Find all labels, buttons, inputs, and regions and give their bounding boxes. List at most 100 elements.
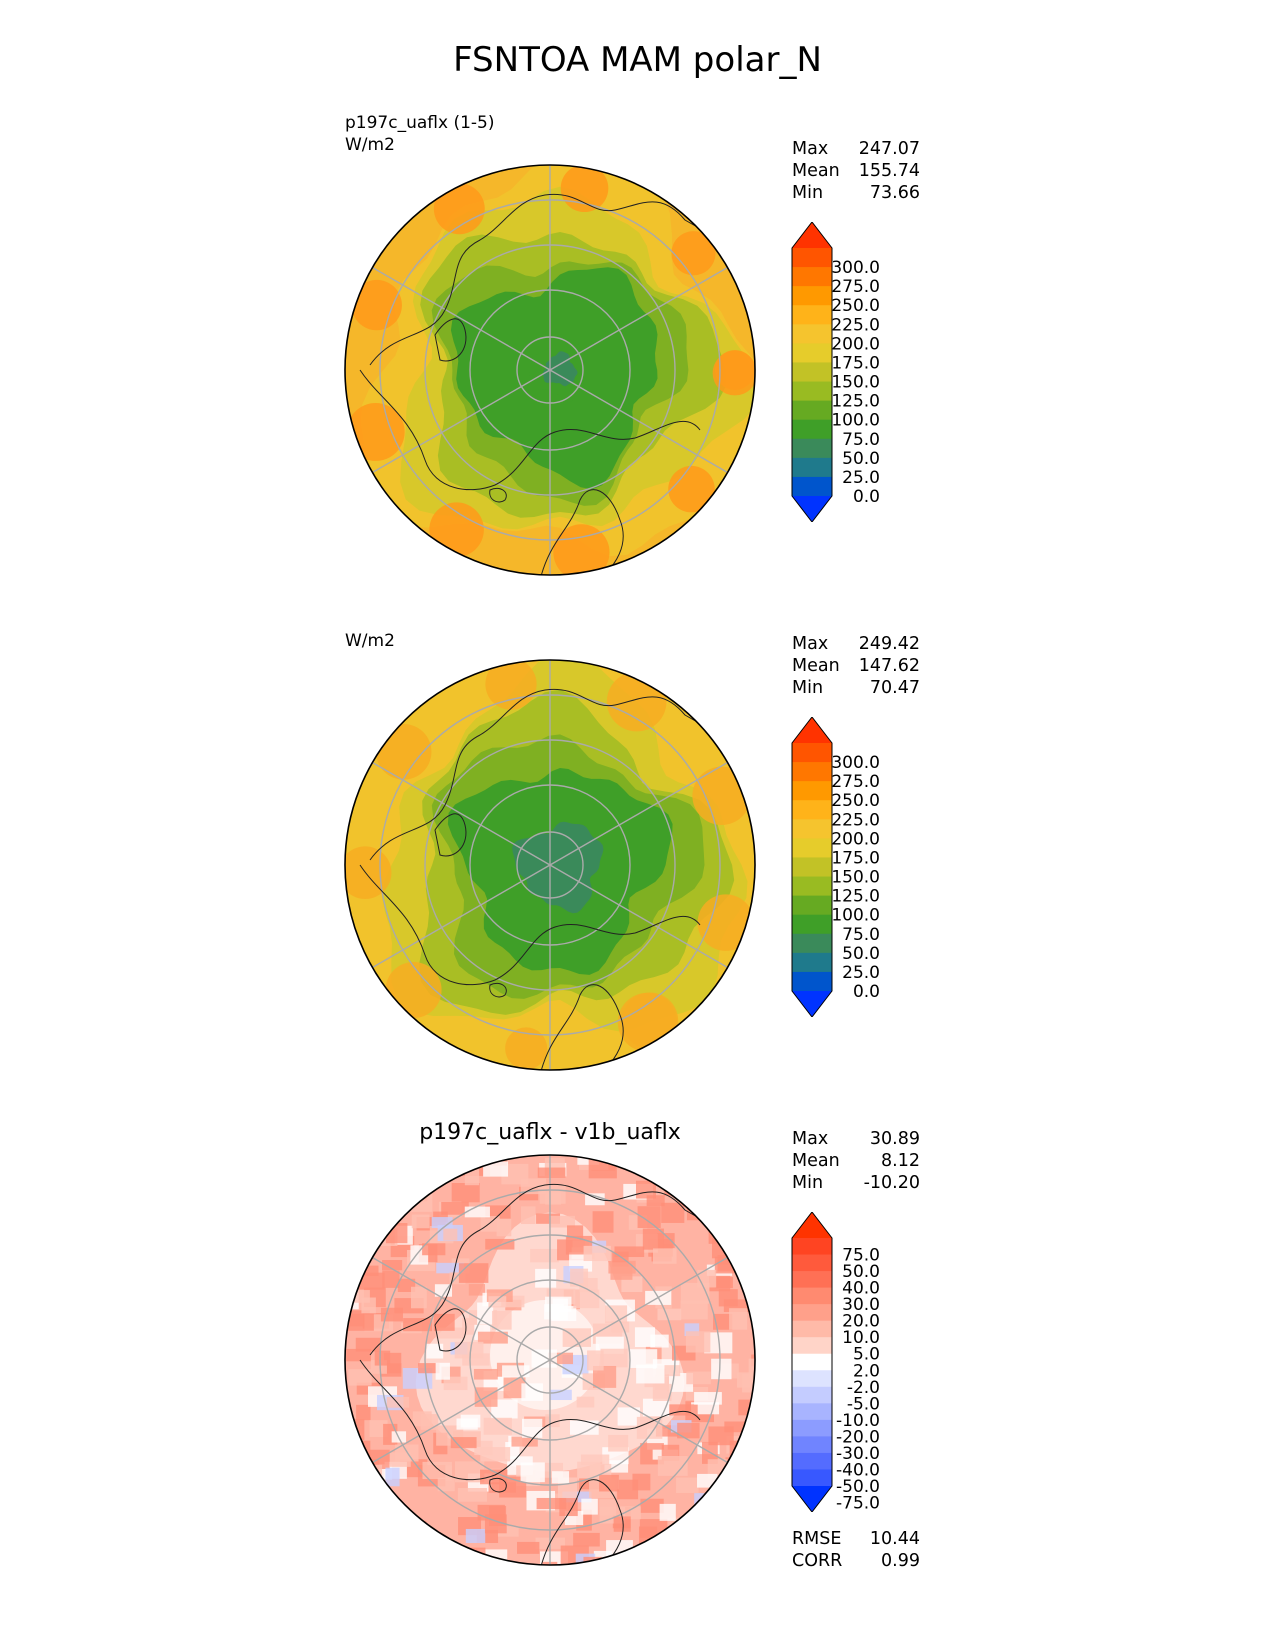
coastline bbox=[359, 1359, 701, 1481]
field-cell bbox=[754, 1492, 755, 1509]
field-patch bbox=[433, 183, 485, 235]
field-cell bbox=[697, 1473, 718, 1488]
field-cell bbox=[393, 1509, 409, 1520]
metric-corr: CORR 0.99 bbox=[792, 1551, 920, 1571]
colorbar-swatch bbox=[792, 819, 832, 839]
panel-1-stats: Max 247.07 Mean 155.74 Min 73.66 bbox=[792, 138, 920, 204]
field-cell bbox=[437, 1477, 455, 1492]
colorbar-tick-label: -40.0 bbox=[836, 1460, 880, 1480]
field-cell bbox=[581, 1498, 598, 1515]
field-cell bbox=[657, 1455, 688, 1476]
panel-3-metrics: RMSE 10.44 CORR 0.99 bbox=[792, 1528, 920, 1572]
field-cell bbox=[537, 1167, 566, 1178]
field-cell bbox=[410, 1558, 440, 1565]
field-cell bbox=[485, 1238, 515, 1250]
field-cell bbox=[569, 1420, 599, 1435]
field-cell bbox=[382, 1270, 400, 1288]
field-cell bbox=[522, 1418, 543, 1438]
panel-3-map bbox=[344, 1154, 760, 1570]
field-cell bbox=[348, 1369, 372, 1386]
panel-2-label-units: W/m2 bbox=[345, 631, 395, 651]
stat-max: Max 30.89 bbox=[792, 1129, 920, 1149]
field-cell bbox=[642, 1398, 670, 1417]
field-cell bbox=[690, 1515, 710, 1528]
colorbar-extend-min bbox=[792, 991, 832, 1017]
colorbar-tick-label: 250.0 bbox=[831, 296, 880, 316]
colorbar-swatch bbox=[792, 476, 832, 497]
stat-min: Min 70.47 bbox=[792, 678, 920, 698]
colorbar-tick-label: 175.0 bbox=[831, 353, 880, 373]
field-cell bbox=[465, 1528, 486, 1543]
field-cell bbox=[713, 1551, 738, 1565]
field-cell bbox=[738, 1482, 755, 1499]
field-cell bbox=[680, 1300, 708, 1320]
colorbar-outline bbox=[791, 1212, 833, 1512]
field-cell bbox=[395, 1444, 419, 1462]
field-cell bbox=[418, 1363, 440, 1374]
colorbar-swatch bbox=[792, 1287, 832, 1305]
colorbar-extend-max bbox=[792, 717, 832, 743]
field-cell bbox=[647, 1550, 677, 1564]
field-cell bbox=[386, 1396, 410, 1408]
field-cell bbox=[752, 1416, 755, 1429]
field-cell bbox=[580, 1454, 610, 1465]
field-cell bbox=[349, 1202, 369, 1220]
colorbar-tick-label: 25.0 bbox=[842, 963, 880, 983]
colorbar-tick-label: -20.0 bbox=[836, 1427, 880, 1447]
field-cell bbox=[600, 1348, 628, 1368]
meridian-line bbox=[549, 847, 579, 866]
colorbar-tick-label: 30.0 bbox=[842, 1295, 880, 1315]
meridian-line bbox=[521, 847, 551, 866]
field-cell bbox=[346, 1313, 374, 1331]
field-cell bbox=[756, 1501, 760, 1517]
field-cell bbox=[376, 1506, 391, 1526]
field-cell bbox=[755, 1569, 760, 1570]
colorbar-swatch bbox=[792, 381, 832, 402]
field-cell bbox=[714, 1277, 733, 1289]
field-cell bbox=[483, 1417, 512, 1435]
field-cell bbox=[359, 1272, 385, 1290]
field-cell bbox=[382, 1260, 403, 1271]
field-cell bbox=[422, 1155, 448, 1166]
field-cell bbox=[441, 1201, 469, 1215]
field-cell bbox=[730, 1526, 751, 1548]
meridian-line bbox=[521, 1359, 551, 1378]
field-cell bbox=[392, 1531, 415, 1548]
coastline bbox=[369, 1183, 721, 1356]
colorbar-tick-label: 200.0 bbox=[831, 829, 880, 849]
field-cell bbox=[704, 1332, 733, 1354]
field-cell bbox=[347, 1227, 376, 1247]
meridian-line bbox=[521, 352, 551, 371]
field-cell bbox=[480, 1216, 500, 1232]
colorbar-swatch bbox=[792, 800, 832, 820]
field-cell bbox=[656, 1365, 681, 1377]
field-cell bbox=[742, 1200, 755, 1222]
field-cell bbox=[468, 1284, 486, 1296]
field-cell bbox=[728, 1546, 755, 1562]
field-patch bbox=[606, 671, 667, 732]
colorbar-tick-label: 150.0 bbox=[831, 868, 880, 888]
field-cell bbox=[480, 1562, 503, 1565]
field-cell bbox=[669, 1404, 698, 1416]
colorbar-swatch bbox=[792, 1254, 832, 1272]
field-cell bbox=[688, 1155, 716, 1175]
colorbar-swatch bbox=[792, 1469, 832, 1487]
colorbar-tick-label: 0.0 bbox=[853, 982, 880, 1002]
meridian-line bbox=[521, 864, 551, 883]
colorbar-swatch bbox=[792, 895, 832, 916]
field-cell bbox=[384, 1502, 406, 1518]
panel-3-stats: Max 30.89 Mean 8.12 Min -10.20 bbox=[792, 1128, 920, 1194]
field-cell bbox=[646, 1561, 673, 1565]
field-cell bbox=[694, 1392, 722, 1405]
field-cell bbox=[392, 1545, 418, 1561]
field-cell bbox=[456, 1418, 478, 1430]
field-cell bbox=[365, 1193, 390, 1210]
field-cell bbox=[720, 1162, 750, 1174]
colorbar-swatch bbox=[792, 1403, 832, 1421]
field-cell bbox=[734, 1444, 752, 1465]
panel-2-colorbar: 300.0275.0250.0225.0200.0175.0150.0125.0… bbox=[791, 717, 880, 1017]
panel-1-colorbar: 300.0275.0250.0225.0200.0175.0150.0125.0… bbox=[791, 222, 880, 522]
field-cell bbox=[375, 1197, 390, 1212]
field-cell bbox=[706, 1511, 728, 1532]
field-cell bbox=[566, 1225, 584, 1239]
